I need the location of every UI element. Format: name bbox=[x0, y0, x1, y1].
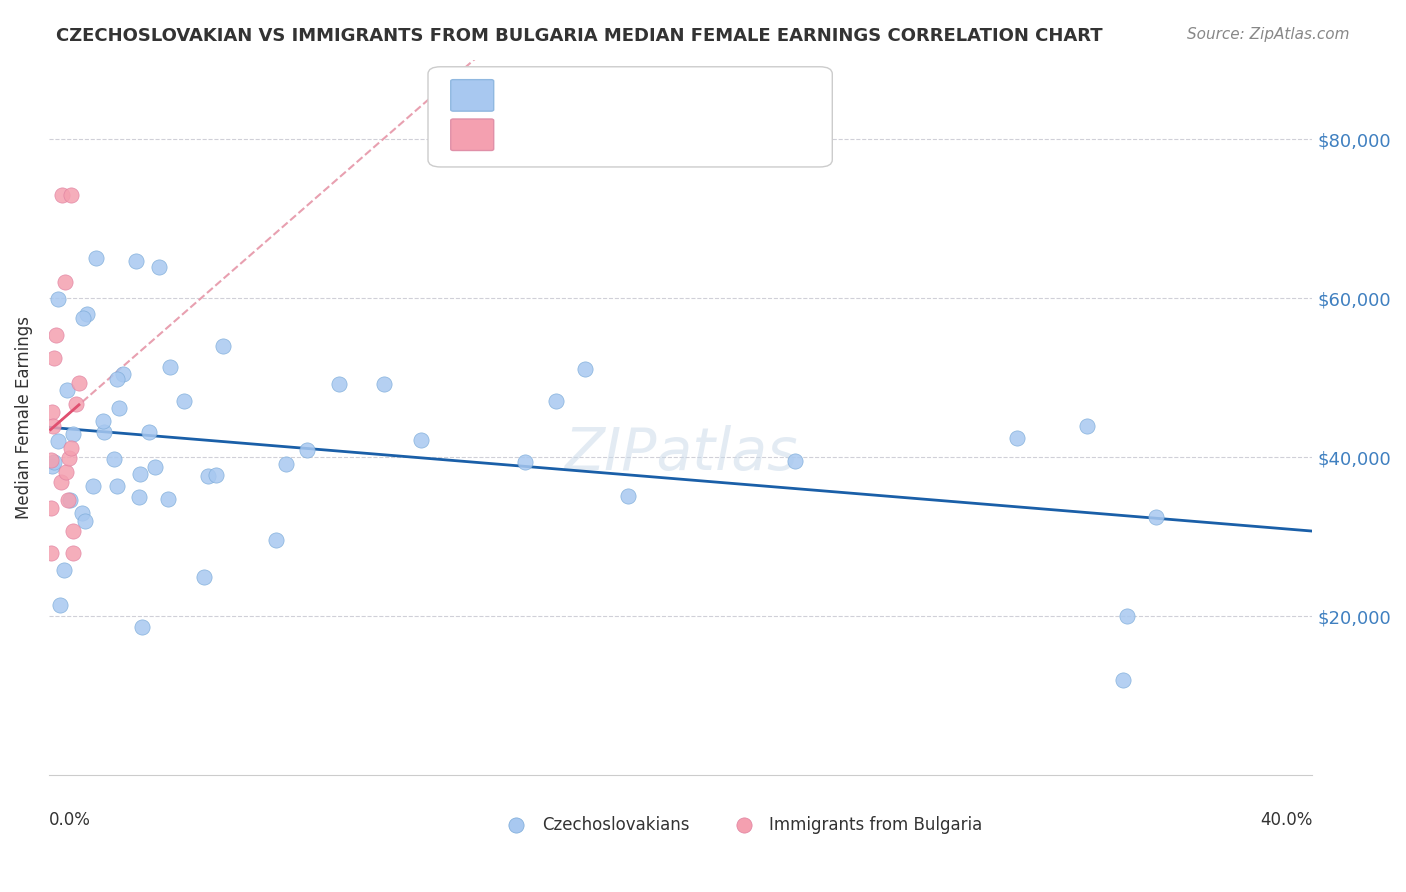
Text: R =: R = bbox=[510, 126, 550, 144]
Point bbox=[574, 362, 596, 376]
Point bbox=[617, 489, 640, 503]
Point bbox=[49, 598, 72, 612]
Point bbox=[62, 427, 84, 442]
Point bbox=[1112, 673, 1135, 687]
Text: CZECHOSLOVAKIAN VS IMMIGRANTS FROM BULGARIA MEDIAN FEMALE EARNINGS CORRELATION C: CZECHOSLOVAKIAN VS IMMIGRANTS FROM BULGA… bbox=[56, 27, 1102, 45]
Point bbox=[112, 367, 135, 381]
Point bbox=[274, 457, 297, 471]
FancyBboxPatch shape bbox=[451, 79, 494, 112]
Point bbox=[58, 451, 80, 466]
Point bbox=[211, 339, 233, 353]
Point bbox=[49, 475, 72, 490]
Point bbox=[546, 393, 568, 408]
Point bbox=[131, 620, 153, 634]
Point bbox=[70, 506, 93, 520]
Point bbox=[148, 260, 170, 274]
Point bbox=[53, 275, 76, 289]
Point bbox=[67, 376, 90, 390]
Point bbox=[783, 454, 806, 468]
Point bbox=[39, 501, 62, 516]
Point bbox=[72, 311, 94, 326]
Point bbox=[59, 493, 82, 508]
Point bbox=[103, 452, 125, 467]
Point bbox=[42, 455, 65, 469]
Point bbox=[60, 187, 83, 202]
Point bbox=[86, 252, 108, 266]
Text: ZIPatlas: ZIPatlas bbox=[564, 425, 797, 482]
Point bbox=[197, 468, 219, 483]
Text: Czechoslovakians: Czechoslovakians bbox=[541, 816, 689, 834]
Point bbox=[173, 393, 195, 408]
Point bbox=[62, 524, 84, 538]
FancyBboxPatch shape bbox=[451, 119, 494, 151]
Point bbox=[159, 360, 181, 375]
Text: Immigrants from Bulgaria: Immigrants from Bulgaria bbox=[769, 816, 983, 834]
Point bbox=[52, 563, 75, 577]
Text: 0.0%: 0.0% bbox=[49, 812, 91, 830]
Point bbox=[128, 490, 150, 504]
Text: 19: 19 bbox=[675, 126, 697, 144]
Point bbox=[55, 465, 77, 479]
Point bbox=[76, 307, 98, 321]
Point bbox=[108, 401, 131, 415]
Point bbox=[56, 493, 79, 508]
Point bbox=[51, 187, 73, 202]
Point bbox=[1007, 431, 1029, 445]
Point bbox=[328, 377, 350, 392]
Text: Source: ZipAtlas.com: Source: ZipAtlas.com bbox=[1187, 27, 1350, 42]
FancyBboxPatch shape bbox=[427, 67, 832, 167]
Point bbox=[143, 459, 166, 474]
Point bbox=[42, 351, 65, 365]
Point bbox=[138, 425, 160, 440]
Point bbox=[39, 546, 62, 560]
Point bbox=[93, 425, 115, 439]
Text: 0.420: 0.420 bbox=[548, 126, 599, 144]
Point bbox=[91, 413, 114, 427]
Point bbox=[41, 405, 63, 419]
Point bbox=[45, 328, 67, 343]
Point bbox=[193, 570, 215, 584]
Point bbox=[46, 293, 69, 307]
Point bbox=[1116, 608, 1139, 623]
Text: R =: R = bbox=[510, 87, 550, 104]
Text: N =: N = bbox=[637, 126, 676, 144]
Point bbox=[125, 254, 148, 268]
Point bbox=[59, 441, 82, 455]
Point bbox=[156, 492, 179, 507]
Point bbox=[105, 479, 128, 493]
Point bbox=[513, 455, 536, 469]
Text: 0.002: 0.002 bbox=[548, 87, 599, 104]
Point bbox=[65, 397, 87, 411]
Point bbox=[105, 371, 128, 385]
Point bbox=[205, 467, 228, 482]
Point bbox=[409, 433, 432, 447]
Text: 52: 52 bbox=[675, 87, 697, 104]
Point bbox=[46, 434, 69, 448]
Point bbox=[62, 546, 84, 560]
Point bbox=[55, 383, 77, 397]
Point bbox=[1144, 510, 1167, 524]
Text: N =: N = bbox=[637, 87, 676, 104]
Point bbox=[1076, 419, 1098, 434]
Point bbox=[1206, 768, 1229, 782]
Text: 40.0%: 40.0% bbox=[1260, 812, 1312, 830]
Point bbox=[75, 514, 97, 528]
Point bbox=[39, 452, 62, 467]
Point bbox=[373, 377, 395, 392]
Point bbox=[297, 443, 319, 458]
Point bbox=[41, 459, 63, 474]
Point bbox=[129, 467, 152, 482]
Y-axis label: Median Female Earnings: Median Female Earnings bbox=[15, 316, 32, 519]
Point bbox=[42, 418, 65, 433]
Point bbox=[82, 479, 104, 493]
Point bbox=[264, 533, 287, 548]
